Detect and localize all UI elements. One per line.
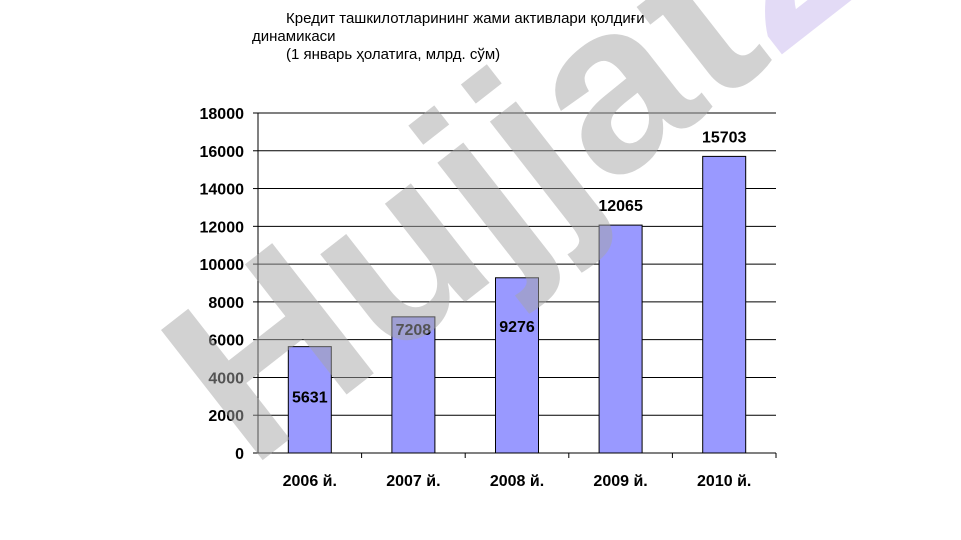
- chart-title-line-2: динамикаси: [252, 28, 336, 45]
- bar: [702, 155, 747, 454]
- axes: [253, 112, 777, 458]
- y-tick-label: 10000: [200, 257, 245, 274]
- x-tick-label: 2009 й.: [593, 473, 647, 490]
- chart-title-line-1: Кредит ташкилотларининг жами активлари қ…: [286, 10, 645, 27]
- x-tick-label: 2006 й.: [283, 473, 337, 490]
- data-label: 7208: [396, 322, 432, 339]
- y-tick-label: 2000: [208, 408, 244, 425]
- bar: [287, 346, 332, 454]
- y-tick-label: 18000: [200, 106, 245, 123]
- data-label: 9276: [499, 319, 535, 336]
- x-tick-label: 2007 й.: [386, 473, 440, 490]
- data-label: 5631: [292, 390, 328, 407]
- y-tick-label: 8000: [208, 295, 244, 312]
- x-tick-label: 2010 й.: [697, 473, 751, 490]
- chart-title: Кредит ташкилотларининг жами активлари қ…: [252, 10, 722, 64]
- bar: [391, 316, 436, 454]
- x-tick-label: 2008 й.: [490, 473, 544, 490]
- y-tick-label: 16000: [200, 144, 245, 161]
- y-tick-label: 6000: [208, 333, 244, 350]
- labels: 0 2000 4000 6000 8000 10000 12000 14000 16000 180…: [200, 106, 752, 490]
- bars: [287, 155, 747, 454]
- data-label: 12065: [598, 198, 643, 215]
- bar: [495, 277, 539, 454]
- y-tick-label: 14000: [200, 182, 245, 199]
- bar: [598, 224, 643, 454]
- data-label: 15703: [702, 129, 747, 146]
- y-tick-label: 4000: [208, 370, 244, 387]
- y-tick-label: 0: [235, 446, 244, 463]
- y-tick-label: 12000: [200, 219, 245, 236]
- chart-subtitle: (1 январь ҳолатига, млрд. сўм): [286, 46, 501, 63]
